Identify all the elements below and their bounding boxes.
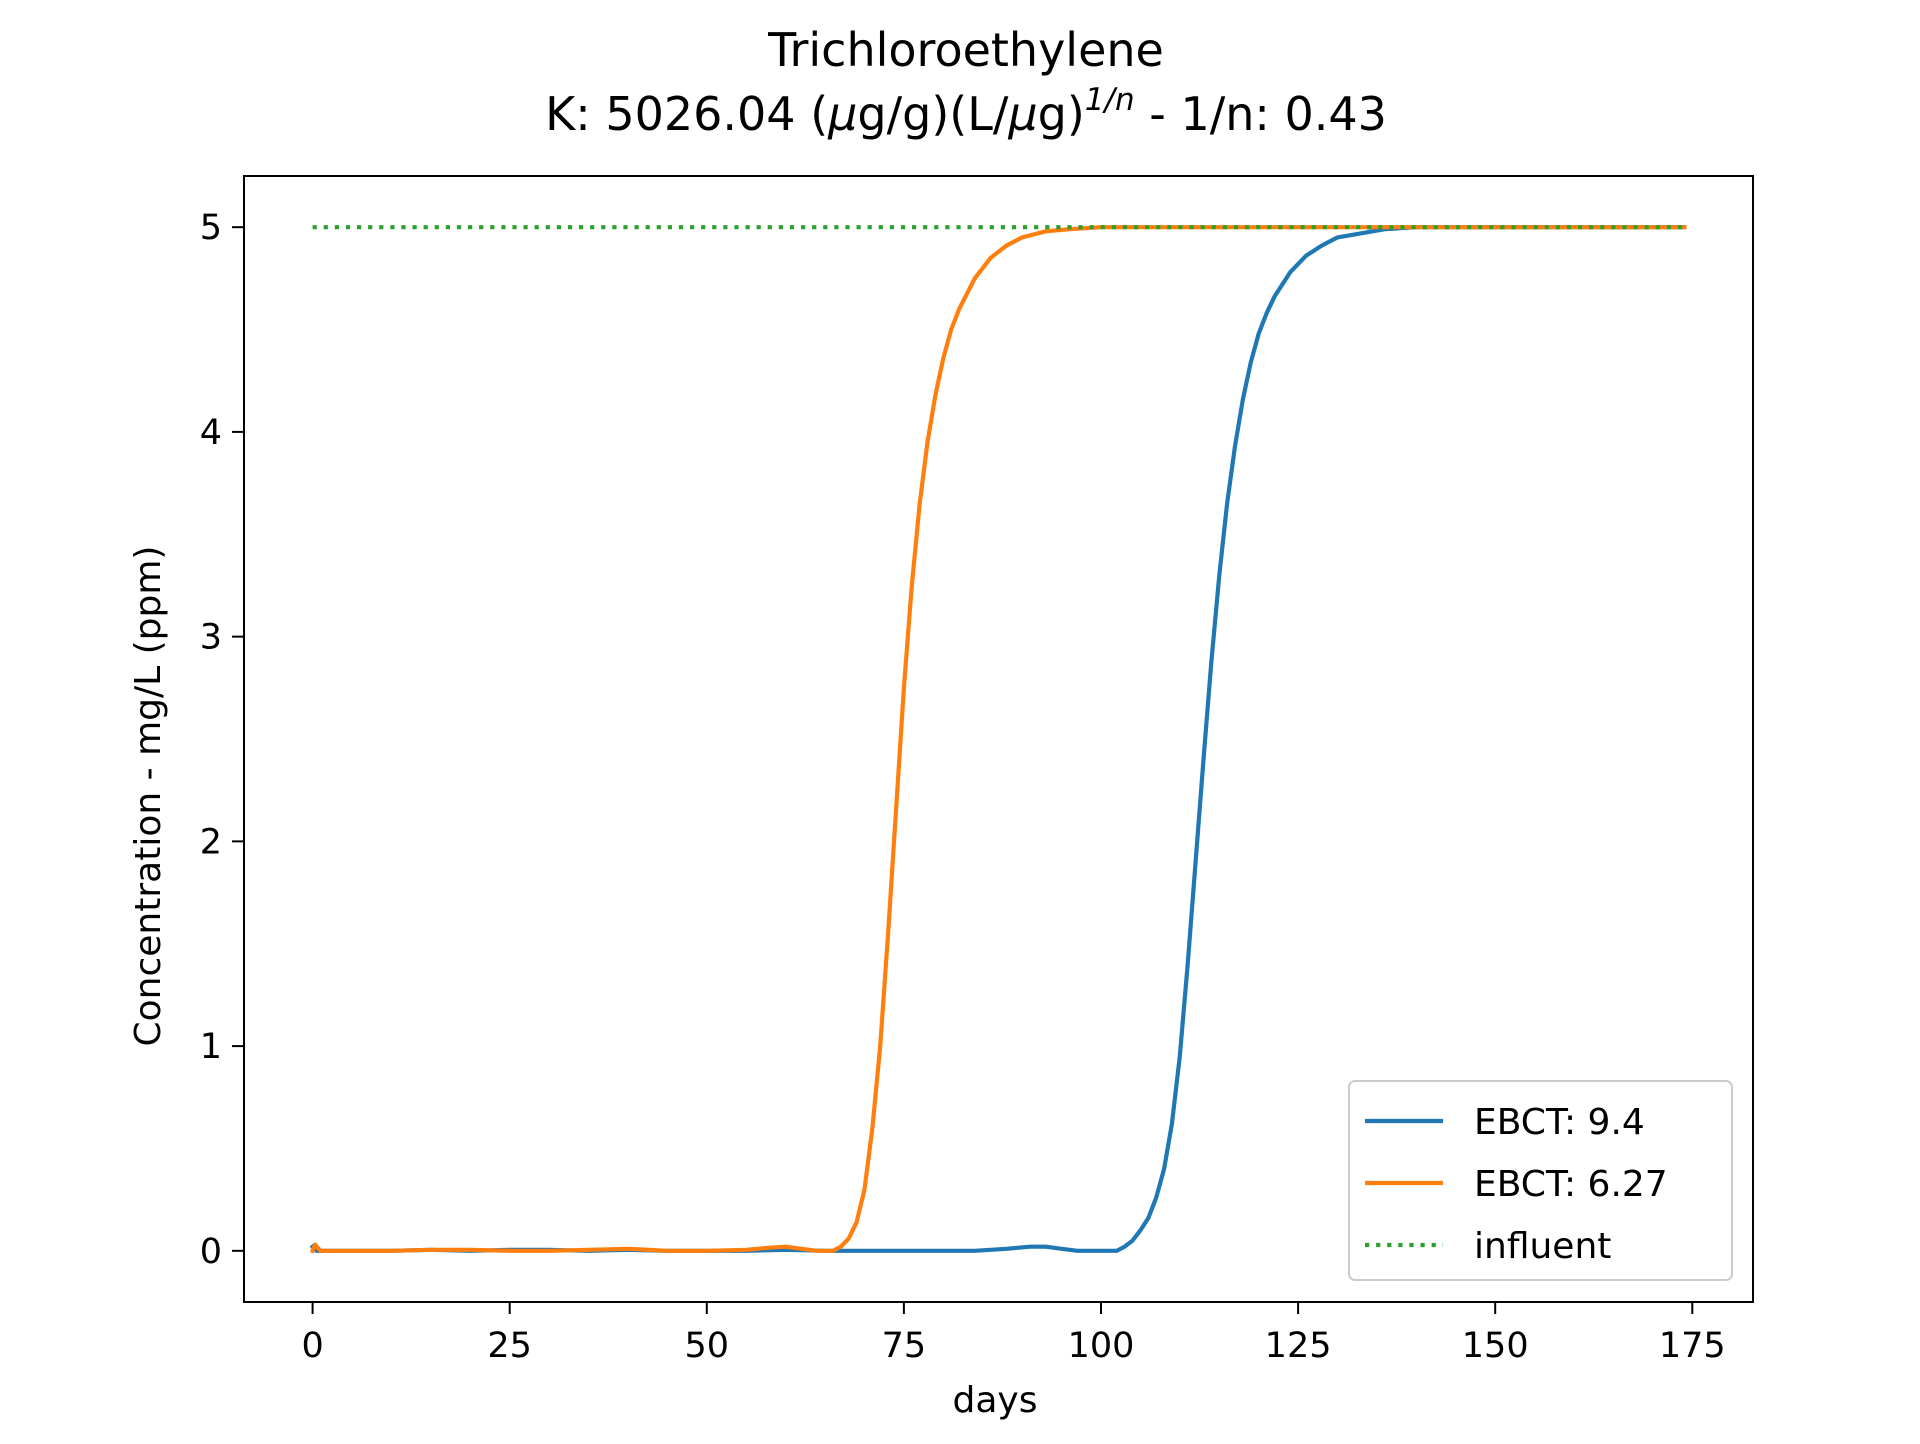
x-tick-label: 50 <box>685 1326 730 1366</box>
x-tick-label: 125 <box>1265 1326 1332 1366</box>
y-axis-label: Concentration - mg/L (ppm) <box>128 546 169 1047</box>
y-tick-label: 4 <box>200 413 222 453</box>
plot-area <box>309 225 1687 1254</box>
legend-label-1: EBCT: 6.27 <box>1474 1164 1668 1205</box>
legend-box <box>1348 1080 1733 1281</box>
axes: 0 25 50 75 100 125 150 175 0 1 2 3 4 5 <box>200 175 1754 1366</box>
y-tick-label: 0 <box>200 1232 222 1272</box>
y-tick-label: 2 <box>200 822 222 862</box>
legend-label-2: influent <box>1474 1226 1611 1267</box>
x-tick-label: 25 <box>487 1326 532 1366</box>
x-tick-label: 0 <box>301 1326 323 1366</box>
y-tick-label: 1 <box>200 1027 222 1067</box>
legend: EBCT: 9.4 EBCT: 6.27 influent <box>1348 1080 1733 1281</box>
series-line-1 <box>309 225 1687 1254</box>
chart-subtitle: K: 5026.04 (μg/g)(L/μg)1/n - 1/n: 0.43 <box>545 82 1387 141</box>
y-tick-label: 3 <box>200 618 222 658</box>
chart-title: Trichloroethylene <box>767 23 1164 77</box>
plot-frame <box>243 175 1754 1303</box>
x-tick-label: 100 <box>1068 1326 1135 1366</box>
legend-label-0: EBCT: 9.4 <box>1474 1102 1645 1143</box>
x-axis-label: days <box>953 1380 1038 1421</box>
x-tick-label: 175 <box>1659 1326 1726 1366</box>
x-tick-label: 150 <box>1462 1326 1529 1366</box>
x-tick-label: 75 <box>882 1326 927 1366</box>
y-tick-label: 5 <box>200 208 222 248</box>
